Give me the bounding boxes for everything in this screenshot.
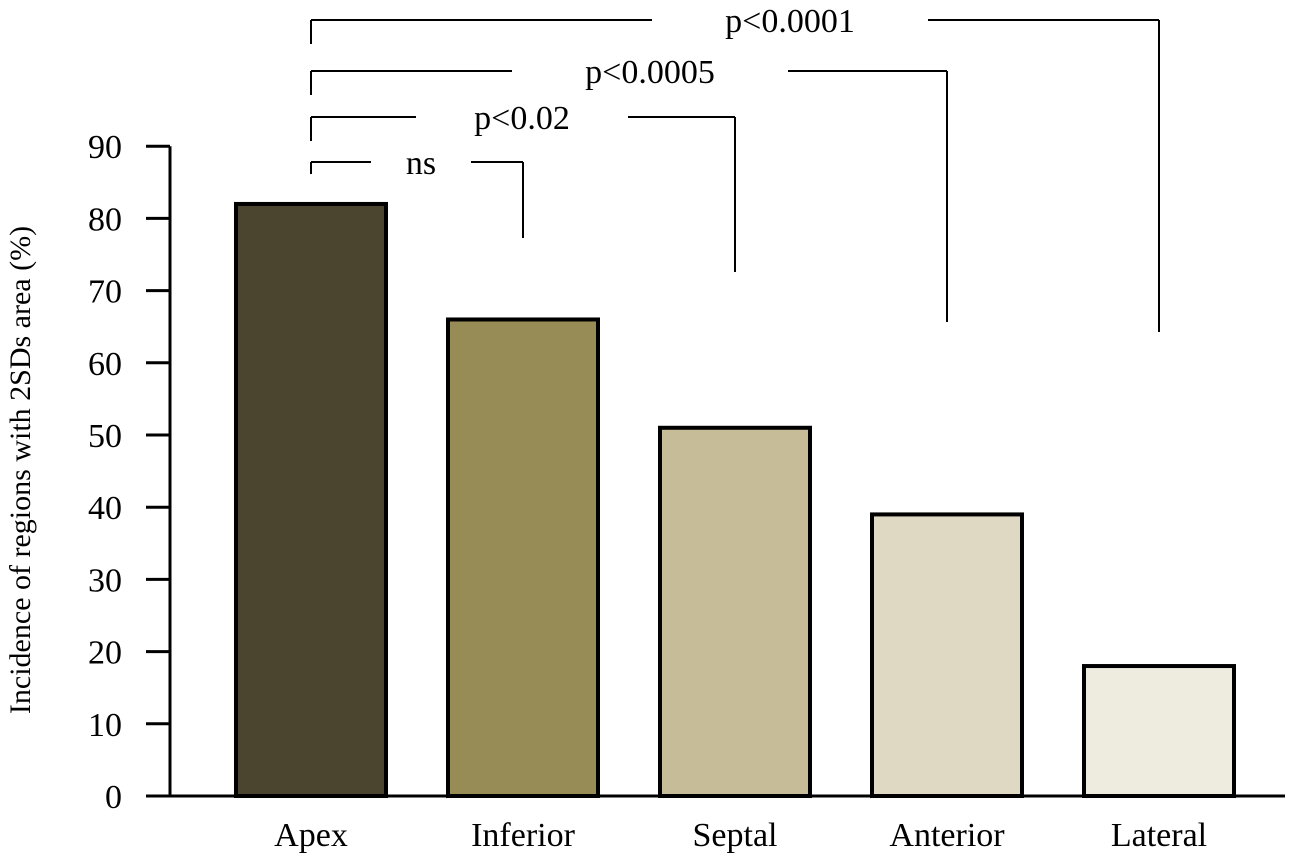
y-axis: 0 10 20 30 40 50 60 70 80 90	[88, 129, 172, 816]
y-tick-label: 10	[88, 707, 122, 744]
significance-label: p<0.02	[474, 100, 570, 137]
significance-bracket-3: p<0.0005	[310, 54, 948, 322]
bar-septal	[658, 425, 812, 798]
y-tick-label: 60	[88, 346, 122, 383]
y-tick-label: 40	[88, 490, 122, 527]
y-axis-label: Incidence of regions with 2SDs area (%)	[4, 226, 37, 714]
y-tick-label: 70	[88, 274, 122, 311]
significance-bracket-1: ns	[310, 145, 524, 238]
y-tick-label: 0	[105, 779, 122, 816]
category-labels: Apex Inferior Septal Anterior Lateral	[274, 817, 1207, 854]
significance-brackets: ns p<0.02 p<0.0005 p<0.0001	[310, 3, 1160, 332]
category-label-lateral: Lateral	[1111, 817, 1207, 854]
bar-inferior	[446, 317, 600, 798]
bar-apex	[234, 201, 388, 798]
category-label-apex: Apex	[274, 817, 348, 854]
significance-label: ns	[406, 145, 436, 182]
bar-lateral	[1082, 664, 1236, 798]
y-tick-label: 30	[88, 562, 122, 599]
significance-bracket-4: p<0.0001	[310, 3, 1160, 332]
y-tick-label: 80	[88, 201, 122, 238]
category-label-anterior: Anterior	[889, 817, 1005, 854]
significance-label: p<0.0001	[725, 3, 855, 40]
significance-label: p<0.0005	[585, 54, 715, 91]
y-tick-label: 90	[88, 129, 122, 166]
bar-anterior	[870, 512, 1024, 798]
category-label-inferior: Inferior	[471, 817, 576, 854]
y-tick-label: 20	[88, 635, 122, 672]
y-tick-label: 50	[88, 418, 122, 455]
significance-bracket-2: p<0.02	[310, 100, 736, 272]
category-label-septal: Septal	[693, 817, 778, 854]
bars	[234, 201, 1236, 798]
